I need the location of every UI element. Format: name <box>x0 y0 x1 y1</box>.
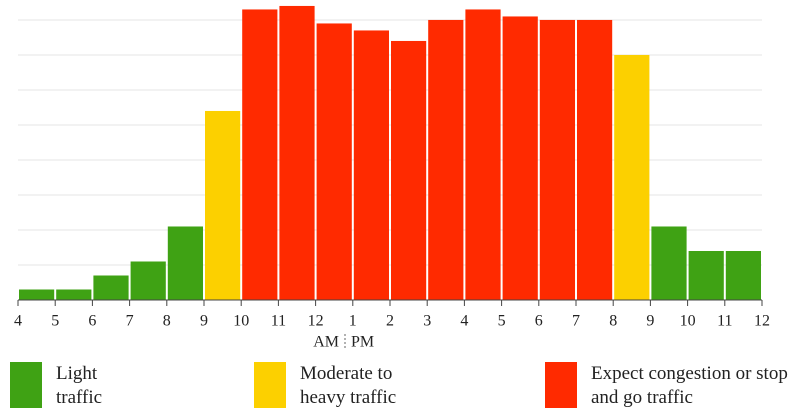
x-tick-label: 7 <box>126 313 134 330</box>
bar <box>428 19 464 300</box>
bar <box>539 19 575 300</box>
x-tick-label: 3 <box>423 313 431 330</box>
x-tick-label: 9 <box>200 313 208 330</box>
legend-swatch <box>10 362 42 408</box>
bar <box>56 289 92 300</box>
x-tick-label: 8 <box>609 313 617 330</box>
bar <box>614 54 650 300</box>
x-tick-label: 10 <box>233 313 249 330</box>
bar <box>93 275 129 300</box>
x-tick-label: 10 <box>680 313 696 330</box>
x-tick-label: 1 <box>349 313 357 330</box>
x-tick-label: 4 <box>14 313 22 330</box>
x-tick-label: 11 <box>717 313 732 330</box>
chart: AM PM 4 5 6 7 8 9 10 11 12 1 2 3 4 5 6 7 8 9 10 11 12 <box>14 5 770 351</box>
x-tick-label: 6 <box>535 313 543 330</box>
bar <box>242 9 278 301</box>
bar <box>205 110 241 300</box>
bar <box>316 23 352 300</box>
legend-label: Moderate to heavy traffic <box>300 363 397 408</box>
x-tick-label: 4 <box>460 313 468 330</box>
bar <box>465 9 501 301</box>
bar <box>651 226 687 300</box>
bar <box>167 226 203 300</box>
bar <box>688 250 724 300</box>
bar <box>353 30 389 300</box>
pm-label: PM <box>351 334 374 351</box>
bar <box>725 250 761 300</box>
x-tick-label: 12 <box>754 313 770 330</box>
legend-label: Expect congestion or stop and go traffic <box>591 363 788 408</box>
x-tick-label: 12 <box>308 313 324 330</box>
x-tick-label: 5 <box>498 313 506 330</box>
bar <box>130 261 166 300</box>
legend-item: Moderate to heavy traffic <box>254 362 440 410</box>
bar <box>577 19 613 300</box>
x-tick-label: 6 <box>88 313 96 330</box>
legend-swatch <box>545 362 577 408</box>
am-label: AM <box>313 334 339 351</box>
legend-swatch <box>254 362 286 408</box>
bar <box>279 5 315 301</box>
x-tick-label: 8 <box>163 313 171 330</box>
bar <box>391 40 427 301</box>
x-tick-label: 11 <box>271 313 286 330</box>
bar <box>19 289 55 300</box>
legend-item: Light traffic <box>10 362 136 410</box>
legend-item: Expect congestion or stop and go traffic <box>545 362 799 410</box>
bar <box>502 16 538 301</box>
x-tick-label: 7 <box>572 313 580 330</box>
x-tick-label: 5 <box>51 313 59 330</box>
x-tick-label: 9 <box>646 313 654 330</box>
legend-label: Light traffic <box>56 363 103 408</box>
x-tick-label: 2 <box>386 313 394 330</box>
